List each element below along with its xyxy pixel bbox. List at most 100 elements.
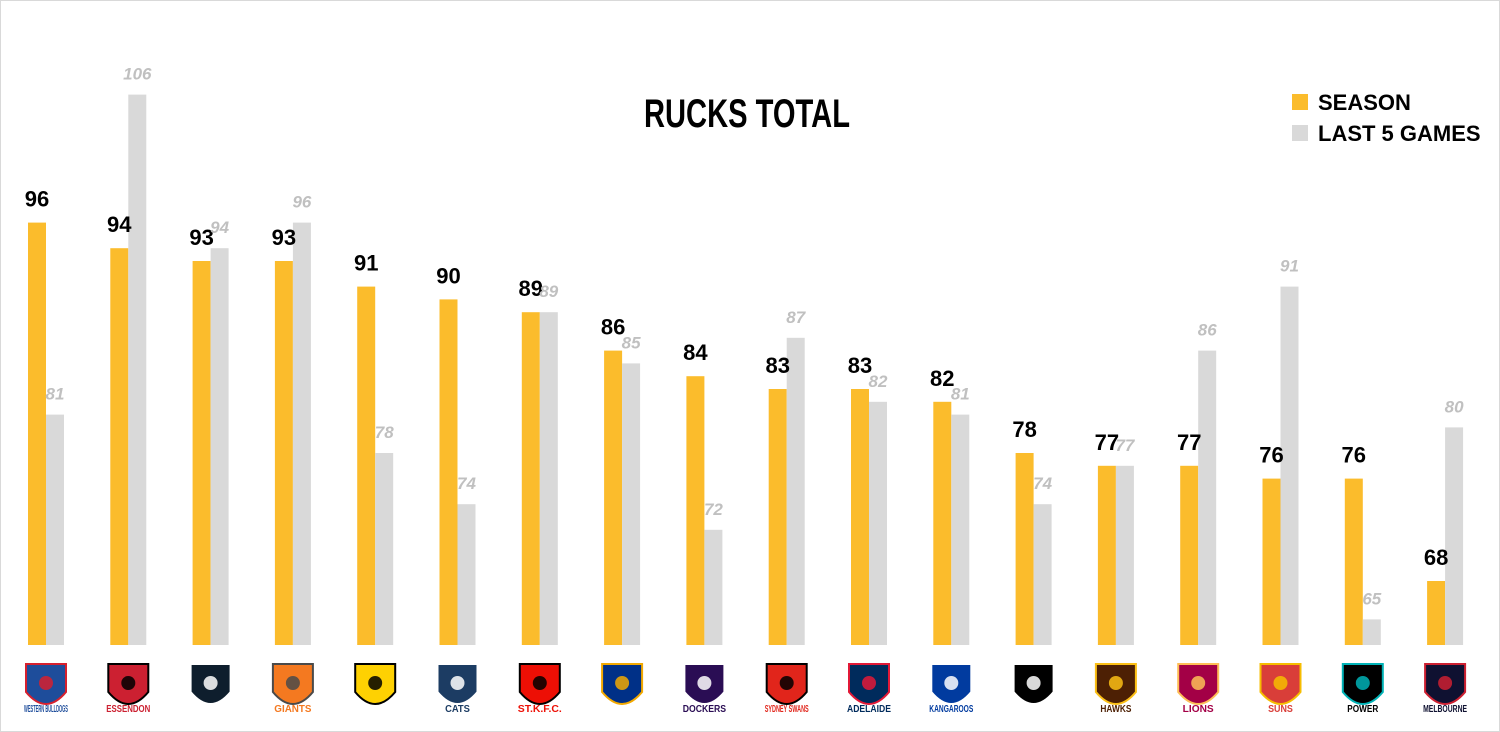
label-season-12: 78 bbox=[1012, 417, 1036, 442]
power-icon: POWER bbox=[1341, 663, 1384, 715]
label-season-2: 93 bbox=[189, 225, 213, 250]
bar-season-13 bbox=[1097, 465, 1116, 645]
label-last5-10: 82 bbox=[869, 372, 888, 391]
swan-icon: SYDNEY SWANS bbox=[765, 663, 809, 715]
bar-season-3 bbox=[274, 261, 293, 645]
bar-season-0 bbox=[28, 222, 46, 645]
label-last5-1: 106 bbox=[123, 65, 152, 84]
legend-label-last5: LAST 5 GAMES bbox=[1318, 121, 1481, 146]
label-season-15: 76 bbox=[1259, 443, 1283, 468]
demon-icon: MELBOURNE bbox=[1423, 663, 1467, 715]
svg-text:LIONS: LIONS bbox=[1183, 704, 1214, 715]
bar-season-1 bbox=[110, 248, 129, 645]
eagle-icon bbox=[601, 663, 644, 705]
sun-icon: SUNS bbox=[1259, 663, 1302, 715]
svg-text:SUNS: SUNS bbox=[1268, 704, 1293, 715]
label-last5-7: 85 bbox=[622, 333, 641, 352]
label-season-17: 68 bbox=[1424, 545, 1448, 570]
label-last5-12: 74 bbox=[1033, 474, 1052, 493]
label-last5-9: 87 bbox=[786, 308, 806, 327]
crow-icon: ADELAIDE bbox=[847, 663, 891, 715]
bar-last5-13 bbox=[1115, 465, 1134, 645]
bar-last5-2 bbox=[210, 248, 229, 645]
bar-last5-4 bbox=[375, 453, 394, 645]
label-last5-6: 89 bbox=[539, 282, 558, 301]
svg-text:GIANTS: GIANTS bbox=[274, 704, 312, 715]
label-season-13: 77 bbox=[1095, 430, 1119, 455]
bar-last5-3 bbox=[292, 222, 311, 645]
svg-text:HAWKS: HAWKS bbox=[1100, 704, 1131, 715]
bar-last5-1 bbox=[128, 94, 147, 646]
hawk-icon: HAWKS bbox=[1094, 663, 1137, 715]
svg-text:DOCKERS: DOCKERS bbox=[683, 704, 727, 715]
bar-season-4 bbox=[357, 286, 376, 645]
chart-title: RUCKS TOTAL bbox=[644, 92, 850, 136]
legend-swatch-season bbox=[1292, 94, 1308, 110]
bar-last5-15 bbox=[1280, 286, 1299, 645]
bar-last5-10 bbox=[869, 401, 887, 645]
kangaroo-icon: KANGAROOS bbox=[929, 663, 974, 715]
team-logos-row: WESTERN BULLDOGS ESSENDON GIANTS CATS ST.K.F… bbox=[24, 663, 1467, 715]
bar-season-5 bbox=[439, 299, 458, 645]
label-season-16: 76 bbox=[1342, 443, 1366, 468]
svg-text:POWER: POWER bbox=[1347, 704, 1379, 715]
bar-season-15 bbox=[1262, 478, 1281, 645]
label-last5-4: 78 bbox=[375, 423, 394, 442]
bar-season-7 bbox=[604, 350, 623, 645]
anchor-icon: DOCKERS bbox=[683, 663, 727, 715]
label-last5-11: 81 bbox=[951, 385, 970, 404]
svg-text:SYDNEY SWANS: SYDNEY SWANS bbox=[765, 704, 809, 715]
label-season-7: 86 bbox=[601, 315, 625, 340]
label-last5-8: 72 bbox=[704, 500, 723, 519]
giants-icon: GIANTS bbox=[271, 663, 314, 715]
label-last5-13: 77 bbox=[1115, 436, 1135, 455]
cfc-monogram-icon bbox=[189, 663, 232, 705]
label-season-14: 77 bbox=[1177, 430, 1201, 455]
svg-text:ST.K.F.C.: ST.K.F.C. bbox=[518, 704, 562, 715]
label-season-4: 91 bbox=[354, 251, 378, 276]
bar-last5-17 bbox=[1445, 427, 1464, 645]
bar-last5-16 bbox=[1362, 619, 1381, 645]
svg-text:ESSENDON: ESSENDON bbox=[106, 704, 150, 715]
bar-last5-0 bbox=[46, 414, 64, 645]
label-season-9: 83 bbox=[765, 353, 789, 378]
label-season-6: 89 bbox=[519, 276, 543, 301]
label-last5-3: 96 bbox=[292, 193, 311, 212]
bar-last5-12 bbox=[1033, 504, 1052, 645]
svg-text:WESTERN BULLDOGS: WESTERN BULLDOGS bbox=[24, 704, 68, 715]
magpie-icon bbox=[1012, 663, 1055, 705]
bomber-icon: ESSENDON bbox=[106, 663, 150, 715]
bar-season-12 bbox=[1015, 453, 1034, 645]
bar-last5-7 bbox=[622, 363, 641, 645]
bar-season-8 bbox=[686, 376, 705, 645]
label-last5-2: 94 bbox=[210, 218, 229, 237]
bar-last5-11 bbox=[951, 414, 970, 645]
cat-icon: CATS bbox=[436, 663, 479, 715]
bar-season-11 bbox=[933, 401, 952, 645]
label-last5-0: 81 bbox=[46, 385, 65, 404]
bar-last5-9 bbox=[786, 337, 805, 645]
label-last5-17: 80 bbox=[1445, 397, 1464, 416]
label-last5-15: 91 bbox=[1280, 257, 1299, 276]
bar-last5-8 bbox=[704, 529, 723, 645]
label-season-5: 90 bbox=[436, 263, 460, 288]
saints-shield-icon: ST.K.F.C. bbox=[518, 663, 562, 715]
label-last5-16: 65 bbox=[1362, 589, 1381, 608]
bar-last5-6 bbox=[539, 312, 558, 645]
bulldog-icon: WESTERN BULLDOGS bbox=[24, 663, 68, 715]
bar-last5-5 bbox=[457, 504, 476, 645]
label-last5-14: 86 bbox=[1198, 321, 1217, 340]
legend: SEASON LAST 5 GAMES bbox=[1292, 90, 1481, 146]
label-season-3: 93 bbox=[272, 225, 296, 250]
legend-swatch-last5 bbox=[1292, 125, 1308, 141]
svg-text:MELBOURNE: MELBOURNE bbox=[1423, 704, 1467, 715]
bar-season-9 bbox=[768, 389, 787, 645]
bar-season-2 bbox=[192, 261, 211, 645]
label-season-10: 83 bbox=[848, 353, 872, 378]
bar-season-10 bbox=[851, 389, 869, 645]
label-season-11: 82 bbox=[930, 366, 954, 391]
bar-season-16 bbox=[1344, 478, 1363, 645]
label-last5-5: 74 bbox=[457, 474, 476, 493]
